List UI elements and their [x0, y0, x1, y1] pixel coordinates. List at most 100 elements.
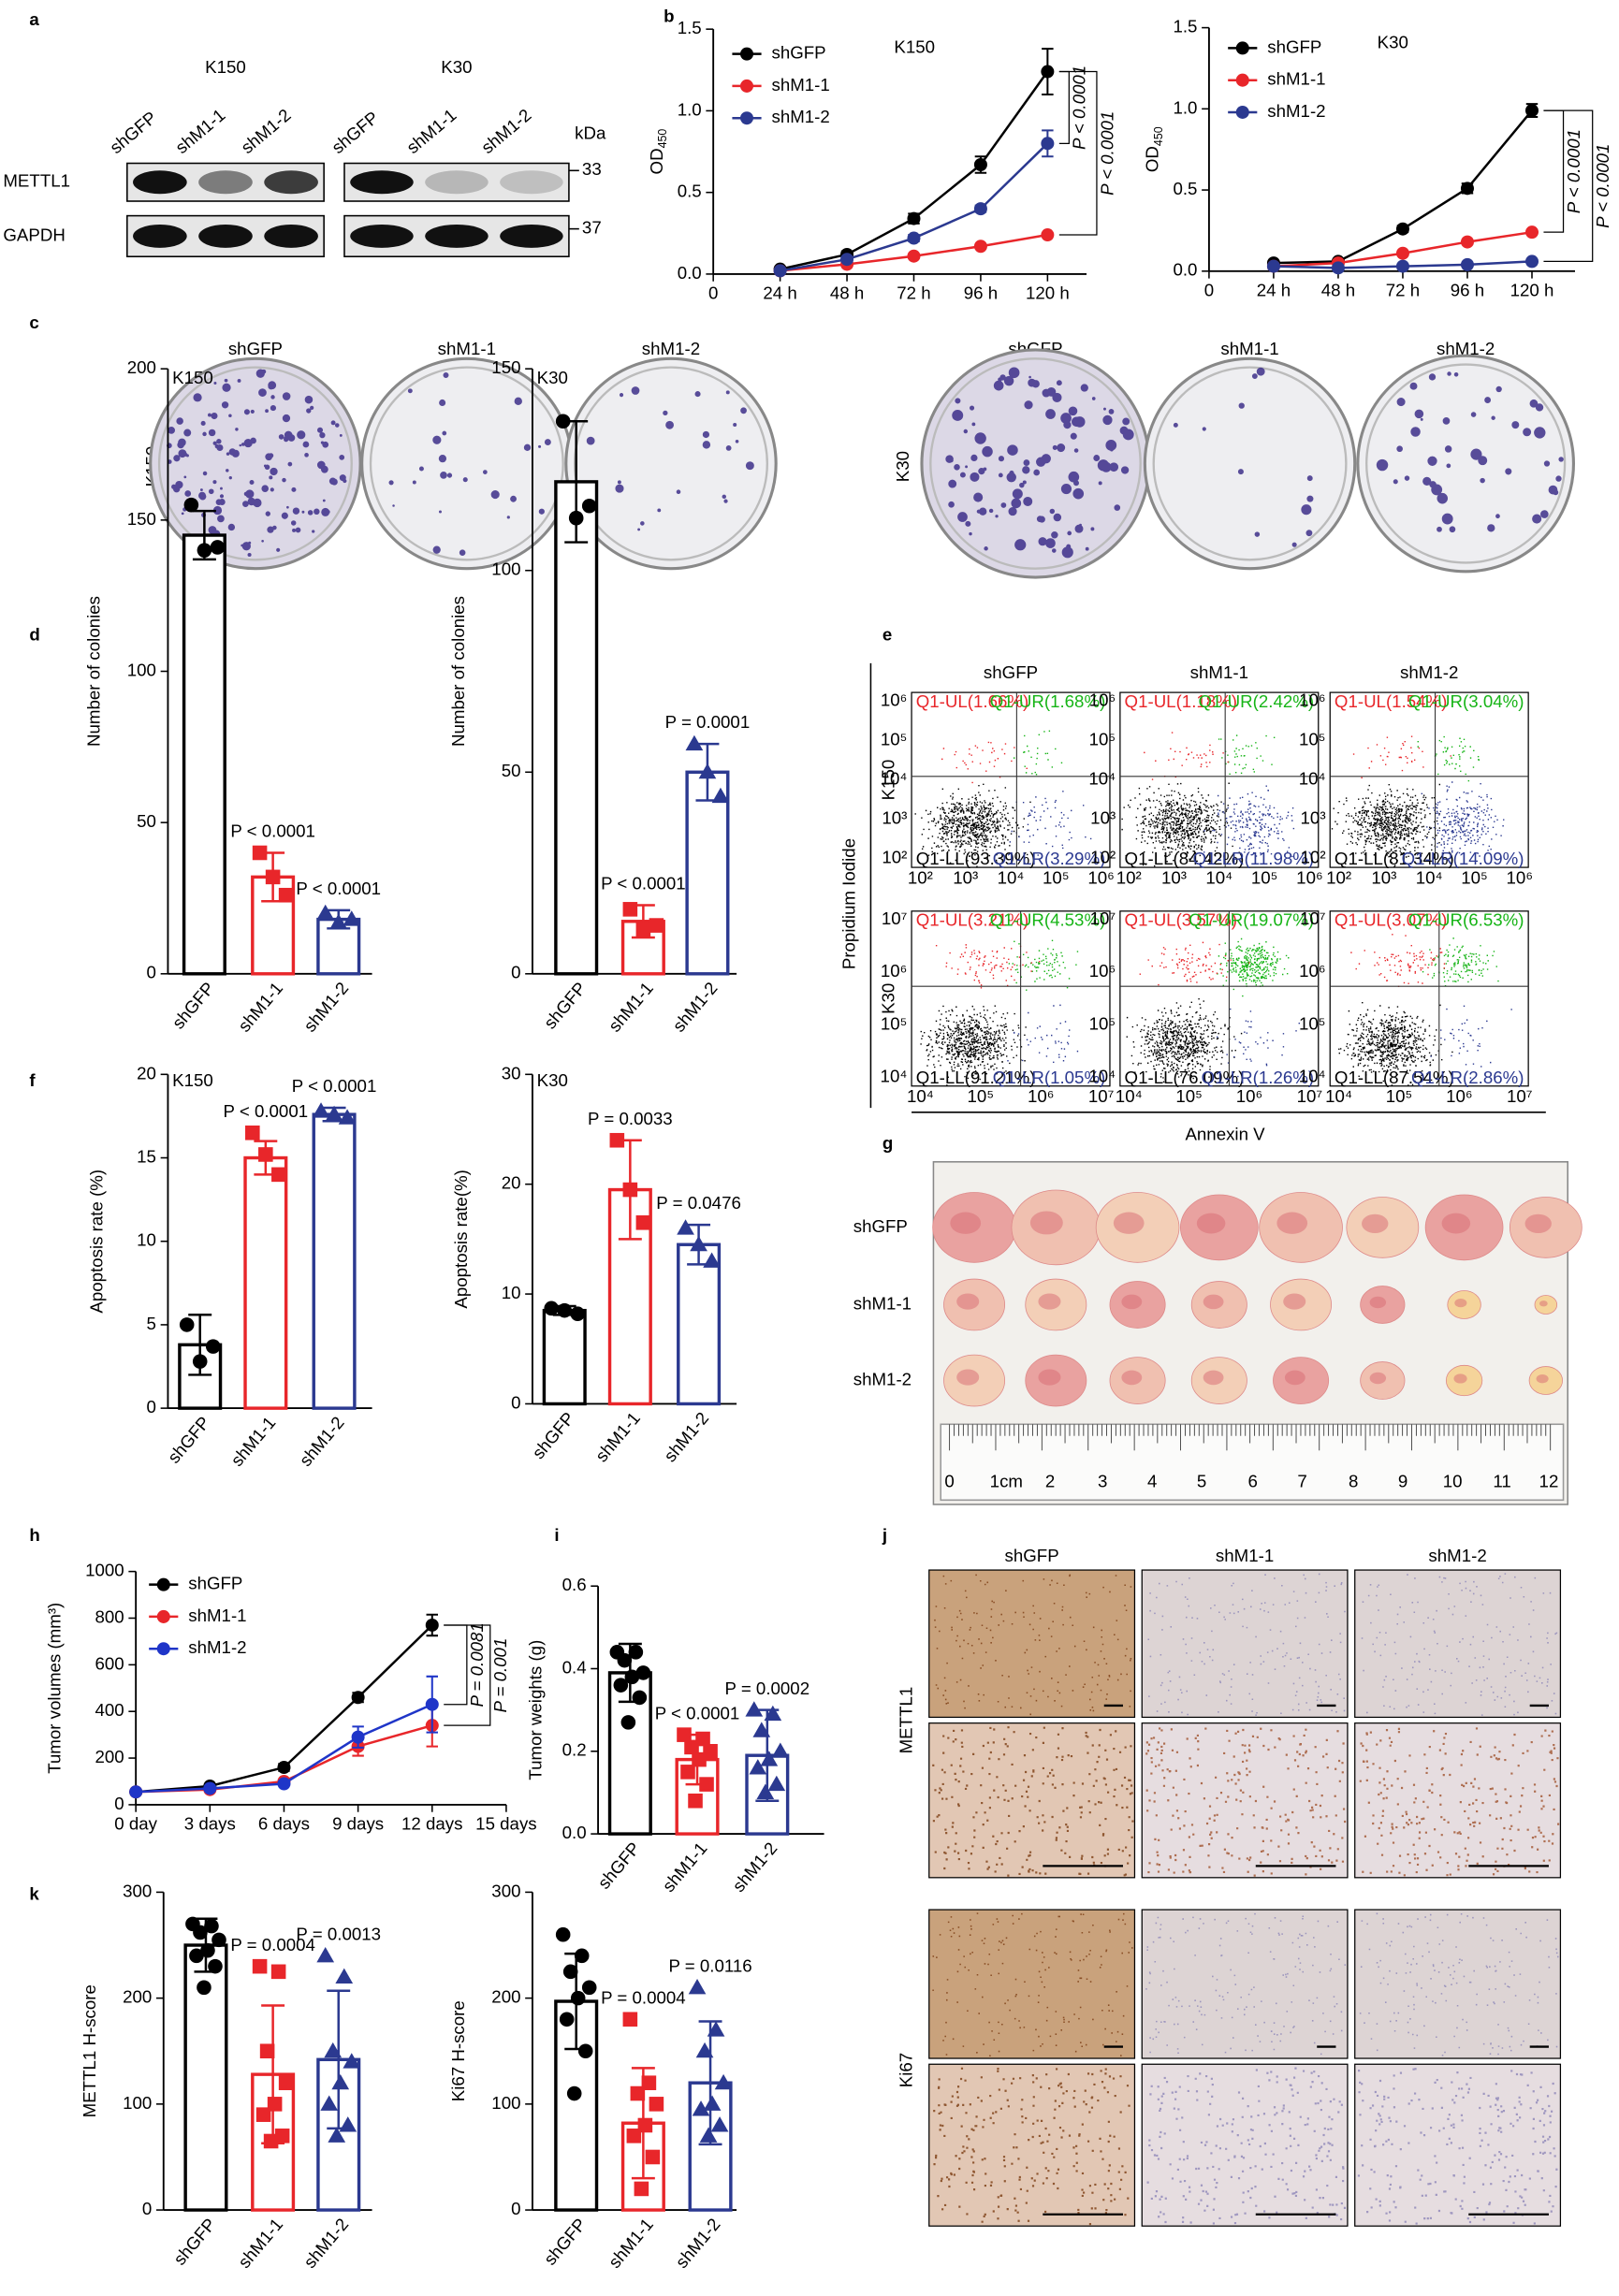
data-point: [252, 1958, 268, 1974]
legend-marker: [739, 79, 754, 93]
legend-label: shM1-1: [771, 75, 829, 94]
flow-x-tick: 10²: [1326, 867, 1351, 887]
data-point: [1460, 257, 1474, 271]
data-point: [263, 2133, 279, 2149]
y-tick-label: 0.5: [678, 182, 702, 201]
data-point: [343, 910, 361, 926]
data-point: [316, 1946, 335, 1963]
flow-y-tick: 10³: [882, 808, 907, 828]
flow-x-tick: 10⁴: [998, 867, 1025, 887]
blot-band: [198, 224, 253, 248]
chart-title: K30: [537, 368, 568, 387]
data-point: [635, 1214, 651, 1230]
y-tick-label: 200: [123, 1987, 152, 2007]
chart-title: K150: [172, 368, 213, 387]
legend-label: shM1-1: [188, 1606, 246, 1625]
panel-label: h: [29, 1525, 39, 1545]
row-label: METTL1: [896, 1687, 915, 1754]
data-point: [189, 1948, 204, 1964]
flow-y-tick: 10⁶: [1299, 961, 1325, 981]
panel-label: a: [29, 9, 39, 29]
flow-y-tick: 10⁷: [1300, 908, 1326, 928]
y-axis-title-text: OD: [647, 148, 666, 174]
size-marker-label: 37: [582, 218, 602, 238]
flow-y-tick: 10⁵: [881, 1013, 908, 1033]
ruler-label: 11: [1493, 1472, 1510, 1491]
lane-label: shGFP: [328, 108, 382, 157]
legend-label: shM1-1: [1267, 69, 1325, 89]
gate-label: Q1-LR(1.05%): [993, 1068, 1105, 1087]
blot-unit: kDa: [575, 123, 606, 142]
panel-label: k: [29, 1883, 39, 1903]
x-tick-label: 15 days: [475, 1814, 536, 1834]
y-tick-label: 100: [491, 559, 520, 579]
panel-label: d: [29, 624, 39, 644]
ihc-image: [1354, 2063, 1562, 2227]
data-point: [197, 543, 212, 558]
condition-label: shM1-1: [1220, 339, 1278, 358]
y-tick-label: 1.5: [1173, 17, 1197, 36]
dish: [1143, 356, 1357, 571]
dish-rim: [1365, 363, 1567, 564]
data-point: [335, 1968, 354, 1984]
data-point: [695, 1731, 710, 1747]
data-point: [277, 1777, 291, 1791]
x-tick-label: shM1-2: [672, 2215, 724, 2272]
y-tick-label: 150: [491, 357, 520, 377]
condition-label: shGFP: [984, 662, 1038, 682]
data-point: [1041, 137, 1055, 151]
condition-label: shM1-2: [642, 339, 700, 358]
legend-marker: [156, 1642, 170, 1656]
data-point: [277, 1761, 291, 1775]
data-point: [562, 1964, 578, 1980]
colonies: [1173, 367, 1314, 547]
data-point: [338, 1109, 357, 1125]
blot-band: [350, 170, 414, 195]
data-point: [690, 1235, 707, 1252]
p-value: P = 0.0476: [656, 1193, 741, 1213]
legend-marker: [1235, 73, 1249, 87]
blot-band: [264, 224, 318, 248]
lane-label: shGFP: [106, 108, 160, 157]
data-point: [259, 2043, 275, 2059]
x-tick-label: 0: [708, 283, 718, 303]
y-axis-title: Apoptosis rate (%): [87, 1170, 107, 1314]
flow-y-tick: 10³: [1301, 808, 1326, 828]
legend-marker: [1235, 41, 1249, 55]
flow-x-tick: 10⁷: [1507, 1086, 1533, 1106]
blot-band: [264, 170, 318, 195]
flow-events: [914, 783, 1031, 867]
flow-y-tick: 10⁵: [1299, 1013, 1326, 1033]
y-tick-label: 0.5: [1173, 179, 1197, 198]
data-point: [331, 2073, 350, 2090]
tumor-spot: [1454, 1298, 1467, 1308]
x-tick-label: 0: [1204, 281, 1214, 300]
bar: [243, 1155, 288, 1410]
y-tick-label: 100: [127, 660, 156, 679]
ihc-image: [1141, 2063, 1349, 2227]
row-label: Ki67: [896, 2053, 915, 2087]
gate-label: Q1-LL(81.34%): [1335, 849, 1454, 868]
data-point: [570, 1306, 586, 1321]
ruler-label: 1cm: [990, 1472, 1023, 1491]
gate-label: Q1-UL(3.07%): [1335, 910, 1447, 930]
flow-x-tick: 10⁴: [1116, 1086, 1143, 1106]
flow-y-tick: 10⁶: [1299, 690, 1325, 709]
gate-label: Q1-UR(3.04%): [1408, 691, 1524, 711]
p-value: P = 0.001: [490, 1638, 510, 1713]
error-bar: [698, 2020, 722, 2146]
data-point: [577, 2043, 593, 2059]
data-point: [699, 2127, 718, 2143]
flow-x-tick: 10⁴: [1205, 867, 1232, 887]
row-label: K30: [879, 983, 898, 1014]
row-label: K150: [879, 760, 898, 801]
gate-label: Q1-UR(2.42%): [1199, 691, 1315, 711]
y-tick-label: 300: [123, 1881, 152, 1900]
y-tick-label: 1000: [85, 1561, 124, 1580]
tumor-spot: [1121, 1370, 1143, 1386]
x-tick-label: shM1-2: [299, 979, 352, 1036]
x-tick-label: 72 h: [897, 283, 930, 303]
flow-x-tick: 10⁵: [1043, 867, 1070, 887]
bar: [312, 1112, 357, 1410]
data-point: [710, 2116, 729, 2132]
